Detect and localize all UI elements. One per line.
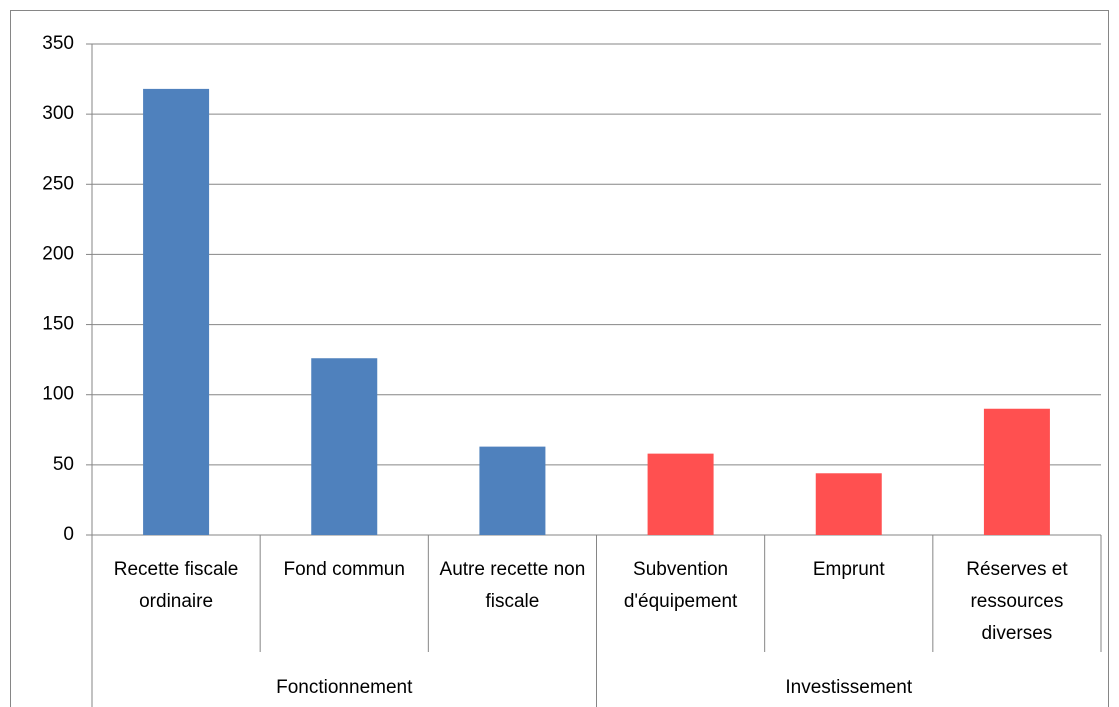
x-tick-label: Recette fiscale ordinaire (113, 559, 239, 612)
bar (983, 408, 1050, 535)
bar (479, 446, 546, 535)
group-label: Investissement (785, 677, 913, 698)
x-tick-label: Subvention d'équipement (623, 559, 738, 612)
x-tick-label: Autre recette non fiscale (439, 559, 586, 612)
y-tick-label: 50 (53, 454, 74, 475)
bar (311, 358, 378, 535)
chart-frame (10, 10, 1109, 707)
group-label: Fonctionnement (276, 677, 413, 698)
y-tick-label: 150 (42, 314, 74, 335)
bar (647, 453, 714, 535)
x-tick-label: Fond commun (283, 559, 405, 580)
y-tick-label: 200 (42, 243, 74, 264)
bar (143, 88, 210, 536)
x-tick-label: Réserves et ressources diverses (966, 559, 1068, 644)
x-tick-label: Emprunt (812, 559, 885, 580)
y-tick-label: 350 (42, 33, 74, 54)
bar (815, 473, 882, 535)
y-tick-label: 100 (42, 384, 74, 405)
y-tick-label: 0 (63, 524, 74, 545)
y-tick-label: 250 (42, 173, 74, 194)
y-tick-label: 300 (42, 103, 74, 124)
